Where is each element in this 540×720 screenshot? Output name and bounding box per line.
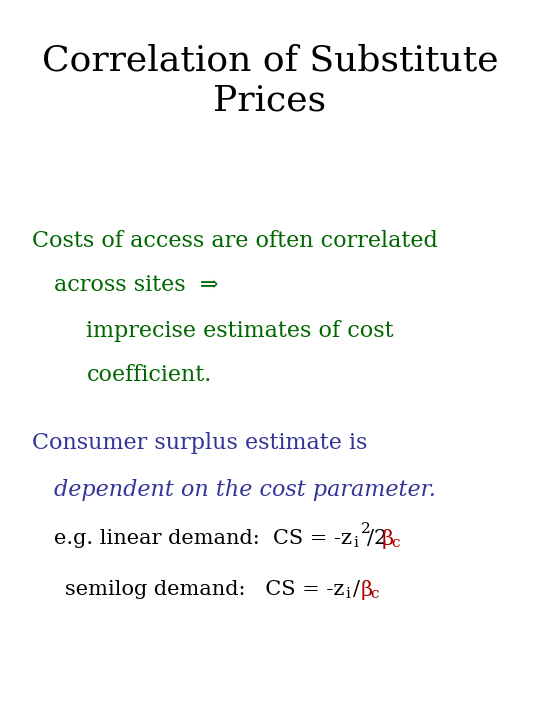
Text: i: i [354, 536, 359, 550]
Text: β: β [360, 580, 373, 600]
Text: Consumer surplus estimate is: Consumer surplus estimate is [32, 432, 368, 454]
Text: β: β [382, 529, 394, 549]
Text: dependent on the cost parameter.: dependent on the cost parameter. [54, 479, 436, 501]
Text: c: c [392, 536, 400, 550]
Text: e.g. linear demand:  CS = -z: e.g. linear demand: CS = -z [54, 529, 352, 548]
Text: /: / [353, 580, 360, 598]
Text: c: c [370, 587, 379, 600]
Text: across sites  ⇒: across sites ⇒ [54, 274, 219, 296]
Text: /2: /2 [367, 529, 387, 548]
Text: 2: 2 [361, 522, 370, 536]
Text: Correlation of Substitute
Prices: Correlation of Substitute Prices [42, 43, 498, 118]
Text: coefficient.: coefficient. [86, 364, 212, 386]
Text: semilog demand:   CS = -z: semilog demand: CS = -z [65, 580, 344, 598]
Text: i: i [346, 587, 350, 600]
Text: imprecise estimates of cost: imprecise estimates of cost [86, 320, 394, 343]
Text: Costs of access are often correlated: Costs of access are often correlated [32, 230, 438, 253]
